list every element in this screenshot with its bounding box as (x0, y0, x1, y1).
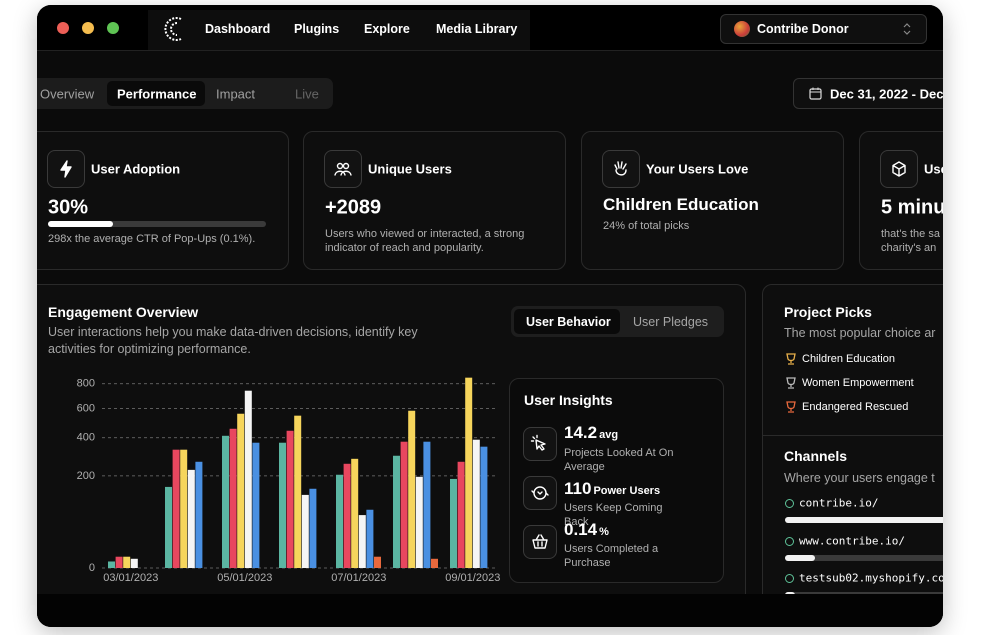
tab[interactable]: Overview (40, 86, 95, 102)
progress-bar (48, 221, 114, 227)
channel-dot (785, 536, 794, 546)
insight-unit: % (599, 526, 609, 538)
icon-glyph (892, 161, 906, 177)
account-switcher[interactable] (720, 14, 927, 44)
logo (164, 17, 182, 41)
card-value: 30% (48, 196, 89, 219)
card-description: that's the sa charity's an (881, 228, 940, 254)
card-icon (324, 150, 362, 188)
card-value: 5 minu (881, 196, 943, 219)
insight-icon (523, 427, 557, 461)
insight-unit: avg (599, 429, 619, 441)
card-icon (47, 150, 85, 188)
progress-track (48, 221, 266, 227)
pick-item: Endangered Rescued (802, 401, 909, 413)
picks-subtitle: The most popular choice ar (784, 326, 936, 340)
nav-link[interactable]: Explore (364, 22, 410, 36)
panel-title: Engagement Overview (48, 304, 199, 320)
channel-dot (785, 499, 794, 508)
trophy-glyph (786, 401, 796, 413)
side-panel (762, 284, 943, 627)
channels-subtitle: Where your users engage t (784, 471, 935, 485)
picks-title: Project Picks (784, 304, 872, 320)
card-title: Use (924, 161, 943, 177)
icon-glyph (60, 160, 72, 178)
close-button[interactable] (57, 22, 69, 34)
nav-link[interactable]: Media Library (436, 22, 518, 36)
insight-description: Users Keep Coming Back (564, 502, 663, 528)
card-title: Your Users Love (646, 161, 749, 177)
window-controls (57, 17, 182, 41)
icon-glyph (532, 534, 548, 549)
card-value: Children Education (603, 195, 759, 214)
insight-value-line: 0.14% (564, 520, 609, 540)
account-avatar (734, 21, 750, 37)
nav-link[interactable]: Dashboard (205, 22, 271, 36)
tab[interactable]: Performance (117, 86, 197, 102)
tab-active-bg (107, 81, 205, 106)
toggle-active-bg (514, 309, 620, 334)
account-name: Contribe Donor (757, 22, 849, 36)
insight-value-line: 14.2 avg (564, 423, 618, 443)
card-icon (602, 150, 640, 188)
bottom-bar (37, 594, 943, 627)
pick-icon (784, 376, 798, 390)
zoom-button[interactable] (107, 22, 119, 34)
pick-item: Children Education (802, 353, 895, 365)
insight-unit: Power Users (593, 485, 661, 497)
channel-track (785, 554, 943, 561)
card-title: Unique Users (368, 161, 452, 177)
insight-value: 0.14 (564, 520, 598, 539)
channels-title: Channels (784, 448, 848, 464)
app-window: 0 200 400 600 800 03/01/2023 05/01/2023 07/01/2… (37, 5, 943, 627)
card-value: +2089 (325, 196, 382, 219)
card-description: 298x the average CTR of Pop-Ups (0.1%). (48, 233, 256, 245)
panel-subtitle: User interactions help you make data-dri… (48, 325, 418, 356)
nav-link[interactable]: Plugins (294, 22, 340, 36)
toggle-option[interactable]: User Pledges (633, 315, 709, 329)
tab[interactable]: Impact (216, 86, 256, 102)
insight-value-line: 110 Power Users (564, 479, 660, 499)
insight-icon (523, 476, 557, 510)
icon-glyph (531, 486, 549, 500)
tab[interactable]: Live (295, 86, 319, 102)
channel-dot (785, 574, 794, 583)
insight-value: 14.2 (564, 423, 598, 442)
date-range[interactable]: Dec 31, 2022 - Dec (830, 86, 943, 102)
channel-bar (785, 554, 815, 561)
nav-area (148, 10, 530, 50)
card-icon (880, 150, 918, 188)
insight-value: 110 (564, 479, 592, 498)
insight-description: Projects Looked At On Average (564, 447, 674, 473)
channel-name: contribe.io/ (799, 496, 879, 510)
calendar-icon (809, 87, 822, 100)
channel-bar (785, 517, 943, 523)
pick-icon (784, 400, 798, 414)
insight-description: Users Completed a Purchase (564, 543, 659, 569)
channel-name: www.contribe.io/ (799, 534, 905, 547)
channel-name: testsub02.myshopify.co (799, 571, 943, 585)
toggle-option[interactable]: User Behavior (526, 315, 611, 329)
card-description: Users who viewed or interacted, a strong… (325, 228, 525, 254)
trophy-glyph (786, 377, 796, 389)
insight-icon (523, 525, 557, 559)
pick-icon (784, 352, 798, 366)
icon-glyph (530, 434, 546, 451)
insights-title: User Insights (524, 392, 613, 408)
icon-glyph (334, 162, 352, 176)
pick-item: Women Empowerment (802, 377, 914, 389)
side-divider (762, 435, 943, 436)
icon-glyph (614, 161, 627, 176)
card-description: 24% of total picks (603, 220, 690, 232)
chevron-icon (903, 23, 911, 35)
card-title: User Adoption (91, 161, 181, 177)
minimize-button[interactable] (82, 22, 94, 34)
date-picker[interactable] (793, 78, 943, 109)
trophy-glyph (786, 353, 796, 365)
